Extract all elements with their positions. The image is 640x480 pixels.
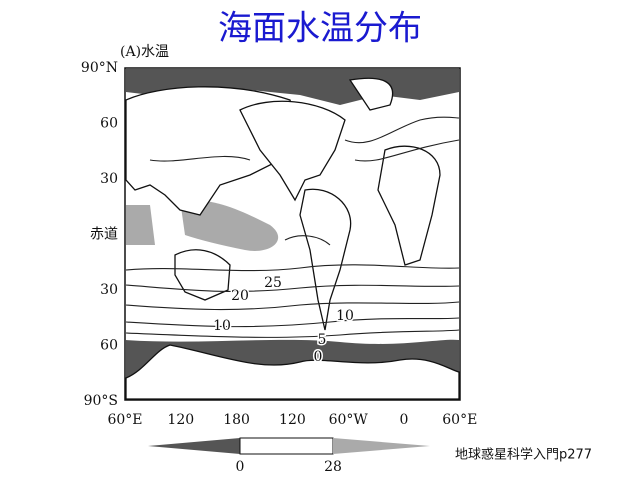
lat-label: 90°S (84, 393, 118, 409)
panel-label: (A)水温 (120, 44, 169, 60)
lon-label: 0 (400, 412, 409, 428)
colorbar-label: 28 (324, 459, 342, 475)
contour-label: 10 (213, 318, 231, 334)
contour-label: 10 (336, 308, 354, 324)
colorbar-label: 0 (236, 459, 245, 475)
lat-label: 60 (100, 116, 118, 132)
contour-label: 25 (264, 275, 282, 291)
lon-label: 60°E (107, 412, 142, 428)
lon-label: 120 (279, 412, 306, 428)
contour-label: 0 (314, 349, 323, 365)
lon-label: 60°W (329, 412, 369, 428)
lon-label: 180 (223, 412, 250, 428)
contour-label: 5 (318, 332, 327, 348)
lon-label: 120 (167, 412, 194, 428)
lat-label: 赤道 (90, 227, 118, 243)
lat-label: 90°N (81, 60, 118, 76)
lat-label: 30 (100, 171, 118, 187)
colorbar (148, 437, 430, 455)
lat-label: 60 (100, 338, 118, 354)
citation: 地球惑星科学入門p277 (455, 447, 592, 463)
contour-label: 20 (231, 288, 249, 304)
map (124, 67, 461, 401)
lon-label: 60°E (442, 412, 477, 428)
lat-label: 30 (100, 282, 118, 298)
title: 海面水温分布 (218, 9, 422, 49)
